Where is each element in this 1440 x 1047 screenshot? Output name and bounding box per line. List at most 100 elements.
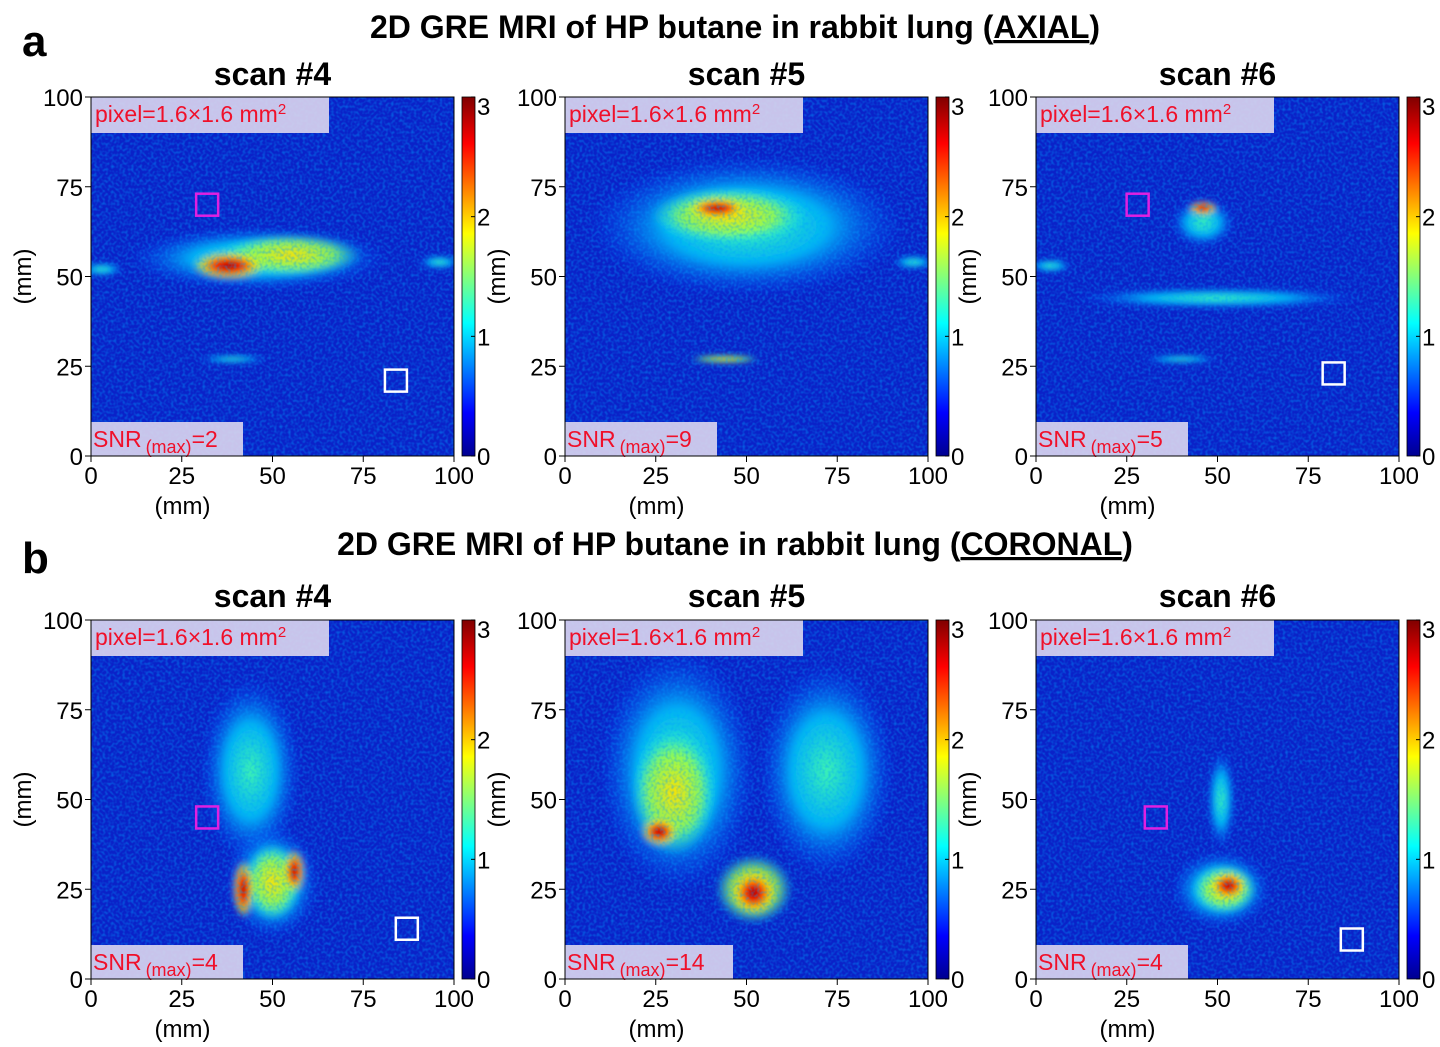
x-tick-label: 100 <box>1379 463 1419 490</box>
x-tick-label: 75 <box>350 463 377 490</box>
snr-label: SNR (max)=2 <box>93 426 218 457</box>
snr-text: SNR <box>93 426 142 452</box>
y-tick-label: 25 <box>1001 877 1028 904</box>
snr-value: =4 <box>192 949 218 975</box>
x-tick-label: 25 <box>642 986 669 1013</box>
image-noise <box>565 620 928 979</box>
y-tick-label: 0 <box>544 967 557 994</box>
x-tick-label: 50 <box>259 463 286 490</box>
x-tick-label: 50 <box>733 986 760 1013</box>
colorbar-label: 1 <box>951 847 964 874</box>
y-tick-label: 100 <box>43 85 83 112</box>
y-tick-label: 0 <box>1015 444 1028 471</box>
y-tick-label: 25 <box>530 877 557 904</box>
x-tick-label: 25 <box>1113 463 1140 490</box>
snr-value: =9 <box>666 426 692 452</box>
x-tick-label: 0 <box>1029 986 1042 1013</box>
annotation-bg <box>565 620 803 656</box>
colorbar-label: 1 <box>1422 847 1435 874</box>
x-axis-label: (mm) <box>155 493 211 520</box>
colorbar-label: 3 <box>951 94 964 121</box>
x-tick-label: 100 <box>1379 986 1419 1013</box>
snr-text: SNR <box>1038 426 1087 452</box>
colorbar-label: 3 <box>1422 617 1435 644</box>
colorbar <box>461 96 476 457</box>
pixel-text: pixel=1.6×1.6 mm <box>95 101 278 127</box>
colorbar-label: 3 <box>1422 94 1435 121</box>
y-tick-label: 100 <box>517 608 557 635</box>
x-tick-label: 100 <box>434 986 474 1013</box>
snr-sub: (max) <box>146 960 192 980</box>
scan-title: scan #6 <box>1159 578 1276 614</box>
y-tick-label: 25 <box>1001 354 1028 381</box>
y-tick-label: 50 <box>56 788 83 815</box>
y-tick-label: 25 <box>56 354 83 381</box>
colorbar <box>1406 619 1421 980</box>
x-tick-label: 50 <box>259 986 286 1013</box>
colorbar-label: 2 <box>477 728 490 755</box>
pixel-text: pixel=1.6×1.6 mm <box>569 624 752 650</box>
y-tick-label: 0 <box>70 444 83 471</box>
image-noise <box>565 97 928 456</box>
colorbar <box>935 619 950 980</box>
pixel-text: pixel=1.6×1.6 mm <box>1040 101 1223 127</box>
x-tick-label: 100 <box>908 463 948 490</box>
pixel-label: pixel=1.6×1.6 mm2 <box>569 624 760 650</box>
annotation-bg <box>91 422 243 456</box>
snr-label: SNR (max)=9 <box>567 426 692 457</box>
roi-box <box>1125 192 1150 217</box>
roi-box <box>394 916 420 941</box>
image-noise <box>91 620 454 979</box>
snr-value: =4 <box>1137 949 1163 975</box>
mri-image <box>1036 620 1399 979</box>
snr-value: =2 <box>192 426 218 452</box>
y-tick-label: 100 <box>988 85 1028 112</box>
pixel-label: pixel=1.6×1.6 mm2 <box>1040 101 1231 127</box>
pixel-label: pixel=1.6×1.6 mm2 <box>95 101 286 127</box>
x-axis-label: (mm) <box>1100 493 1156 520</box>
roi-box <box>194 192 220 217</box>
title-text: 2D GRE MRI of HP butane in rabbit lung ( <box>337 526 961 562</box>
title-emphasis: CORONAL <box>960 526 1122 562</box>
snr-label: SNR (max)=4 <box>1038 949 1163 980</box>
mri-image <box>565 620 928 979</box>
colorbar-label: 0 <box>477 444 490 471</box>
x-axis-label: (mm) <box>629 1016 685 1042</box>
pixel-sup: 2 <box>278 101 286 118</box>
y-axis-label: (mm) <box>10 772 37 828</box>
x-tick-label: 75 <box>350 986 377 1013</box>
y-tick-label: 50 <box>530 265 557 292</box>
snr-label: SNR (max)=4 <box>93 949 218 980</box>
y-axis-label: (mm) <box>955 772 982 828</box>
scan-title: scan #5 <box>688 578 805 614</box>
pixel-text: pixel=1.6×1.6 mm <box>1040 624 1223 650</box>
y-axis-label: (mm) <box>955 249 982 305</box>
colorbar-label: 2 <box>951 728 964 755</box>
snr-sub: (max) <box>1091 960 1137 980</box>
annotation-bg <box>1036 620 1274 656</box>
y-tick-label: 50 <box>1001 788 1028 815</box>
mri-image <box>91 97 454 456</box>
snr-label: SNR (max)=14 <box>567 949 705 980</box>
colorbar-label: 0 <box>951 444 964 471</box>
pixel-label: pixel=1.6×1.6 mm2 <box>1040 624 1231 650</box>
annotation-bg <box>565 97 803 133</box>
pixel-text: pixel=1.6×1.6 mm <box>569 101 752 127</box>
pixel-label: pixel=1.6×1.6 mm2 <box>569 101 760 127</box>
colorbar-label: 3 <box>477 94 490 121</box>
y-tick-label: 50 <box>1001 265 1028 292</box>
row-title: 2D GRE MRI of HP butane in rabbit lung (… <box>370 9 1100 45</box>
y-tick-label: 100 <box>43 608 83 635</box>
pixel-sup: 2 <box>278 624 286 641</box>
colorbar-label: 2 <box>951 205 964 232</box>
x-axis-label: (mm) <box>155 1016 211 1042</box>
x-tick-label: 100 <box>908 986 948 1013</box>
image-noise <box>1036 620 1399 979</box>
snr-value: =14 <box>666 949 705 975</box>
pixel-sup: 2 <box>1223 101 1231 118</box>
scan-title: scan #5 <box>688 56 805 92</box>
